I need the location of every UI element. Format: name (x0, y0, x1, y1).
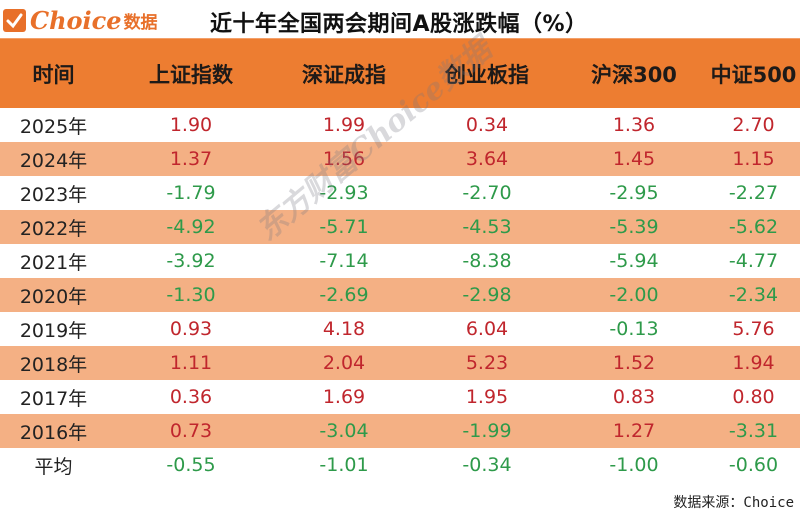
table-row: 2025年 1.90 1.99 0.34 1.36 2.70 (0, 108, 800, 142)
table-header: 时间 上证指数 深证成指 创业板指 沪深300 中证500 (0, 38, 800, 108)
row-label: 2017年 (19, 387, 88, 410)
value-cell: 1.90 (169, 114, 213, 136)
value-cell: -1.01 (319, 454, 369, 476)
table-row: 2022年 -4.92 -5.71 -4.53 -5.39 -5.62 (0, 210, 800, 244)
value-cell: 1.56 (322, 148, 366, 170)
table-row: 2021年 -3.92 -7.14 -8.38 -5.94 -4.77 (0, 244, 800, 278)
value-cell: -0.55 (166, 454, 216, 476)
value-cell: -2.34 (728, 284, 779, 306)
value-cell: -4.92 (166, 216, 216, 238)
value-cell: 4.18 (322, 318, 366, 340)
row-label: 2019年 (19, 319, 88, 342)
choice-logo: Choice 数据 (3, 5, 158, 35)
row-label: 2024年 (19, 149, 88, 172)
table-row: 2019年 0.93 4.18 6.04 -0.13 5.76 (0, 312, 800, 346)
header-cell: 沪深300 (591, 62, 677, 87)
value-cell: 1.15 (732, 148, 775, 170)
data-table: 时间 上证指数 深证成指 创业板指 沪深300 中证500 2025年 1.90 1… (0, 38, 800, 482)
logo-text: Choice (30, 5, 122, 35)
table-row: 2016年 0.73 -3.04 -1.99 1.27 -3.31 (0, 414, 800, 448)
value-cell: -3.92 (166, 250, 216, 272)
value-cell: 2.04 (322, 352, 366, 374)
value-cell: -5.39 (609, 216, 659, 238)
header-cell: 时间 (32, 62, 75, 87)
value-cell: 0.83 (612, 386, 656, 408)
table-row: 2020年 -1.30 -2.69 -2.98 -2.00 -2.34 (0, 278, 800, 312)
value-cell: 1.94 (732, 352, 775, 374)
value-cell: -2.98 (462, 284, 512, 306)
checkmark-box-icon (3, 8, 26, 32)
header-cell: 深证成指 (302, 62, 386, 87)
value-cell: -2.27 (728, 182, 779, 204)
value-cell: 0.34 (465, 114, 509, 136)
table-row: 2018年 1.11 2.04 5.23 1.52 1.94 (0, 346, 800, 380)
value-cell: -8.38 (462, 250, 512, 272)
value-cell: -0.60 (728, 454, 779, 476)
value-cell: -1.30 (166, 284, 216, 306)
data-source: 数据来源：Choice (673, 495, 794, 511)
value-cell: -1.99 (462, 420, 512, 442)
value-cell: -0.34 (462, 454, 512, 476)
header-cell: 上证指数 (149, 62, 233, 87)
value-cell: -4.77 (728, 250, 779, 272)
value-cell: 1.37 (169, 148, 213, 170)
value-cell: -2.69 (319, 284, 369, 306)
logo-cn-text: 数据 (123, 12, 158, 33)
table-row: 2024年 1.37 1.56 3.64 1.45 1.15 (0, 142, 800, 176)
value-cell: 1.99 (322, 114, 366, 136)
row-label: 2016年 (19, 421, 88, 444)
row-label: 2023年 (19, 183, 88, 206)
value-cell: 1.95 (465, 386, 509, 408)
value-cell: 1.52 (612, 352, 656, 374)
value-cell: -5.94 (609, 250, 659, 272)
value-cell: -2.95 (609, 182, 659, 204)
value-cell: 1.11 (169, 352, 213, 374)
value-cell: -2.00 (609, 284, 659, 306)
row-label: 2020年 (19, 285, 88, 308)
value-cell: 0.80 (732, 386, 775, 408)
row-label: 2018年 (19, 353, 88, 376)
header-cell: 中证500 (710, 62, 797, 87)
table-row: 2017年 0.36 1.69 1.95 0.83 0.80 (0, 380, 800, 414)
row-label: 2025年 (19, 115, 88, 138)
value-cell: -1.79 (166, 182, 216, 204)
value-cell: 3.64 (465, 148, 509, 170)
value-cell: -0.13 (609, 318, 659, 340)
table-row: 2023年 -1.79 -2.93 -2.70 -2.95 -2.27 (0, 176, 800, 210)
value-cell: -2.93 (319, 182, 369, 204)
value-cell: -5.71 (319, 216, 369, 238)
value-cell: 1.69 (322, 386, 366, 408)
row-label: 2022年 (19, 217, 88, 240)
title-bar: Choice 数据 近十年全国两会期间A股涨跌幅（%） (0, 0, 800, 38)
value-cell: 0.36 (169, 386, 213, 408)
value-cell: -7.14 (319, 250, 369, 272)
value-cell: -1.00 (609, 454, 659, 476)
value-cell: 5.23 (465, 352, 509, 374)
row-label: 平均 (34, 455, 73, 478)
header-cell: 创业板指 (445, 62, 529, 87)
value-cell: -3.31 (728, 420, 779, 442)
value-cell: -5.62 (728, 216, 779, 238)
page-title: 近十年全国两会期间A股涨跌幅（%） (210, 12, 588, 37)
value-cell: 1.27 (612, 420, 656, 442)
table-row: 平均 -0.55 -1.01 -0.34 -1.00 -0.60 (0, 448, 800, 482)
value-cell: -3.04 (319, 420, 369, 442)
value-cell: -4.53 (462, 216, 512, 238)
value-cell: 0.93 (169, 318, 213, 340)
value-cell: 2.70 (732, 114, 775, 136)
value-cell: 0.73 (169, 420, 213, 442)
value-cell: 1.45 (612, 148, 656, 170)
value-cell: 1.36 (612, 114, 656, 136)
row-label: 2021年 (19, 251, 88, 274)
value-cell: 5.76 (732, 318, 775, 340)
value-cell: -2.70 (462, 182, 512, 204)
value-cell: 6.04 (465, 318, 509, 340)
